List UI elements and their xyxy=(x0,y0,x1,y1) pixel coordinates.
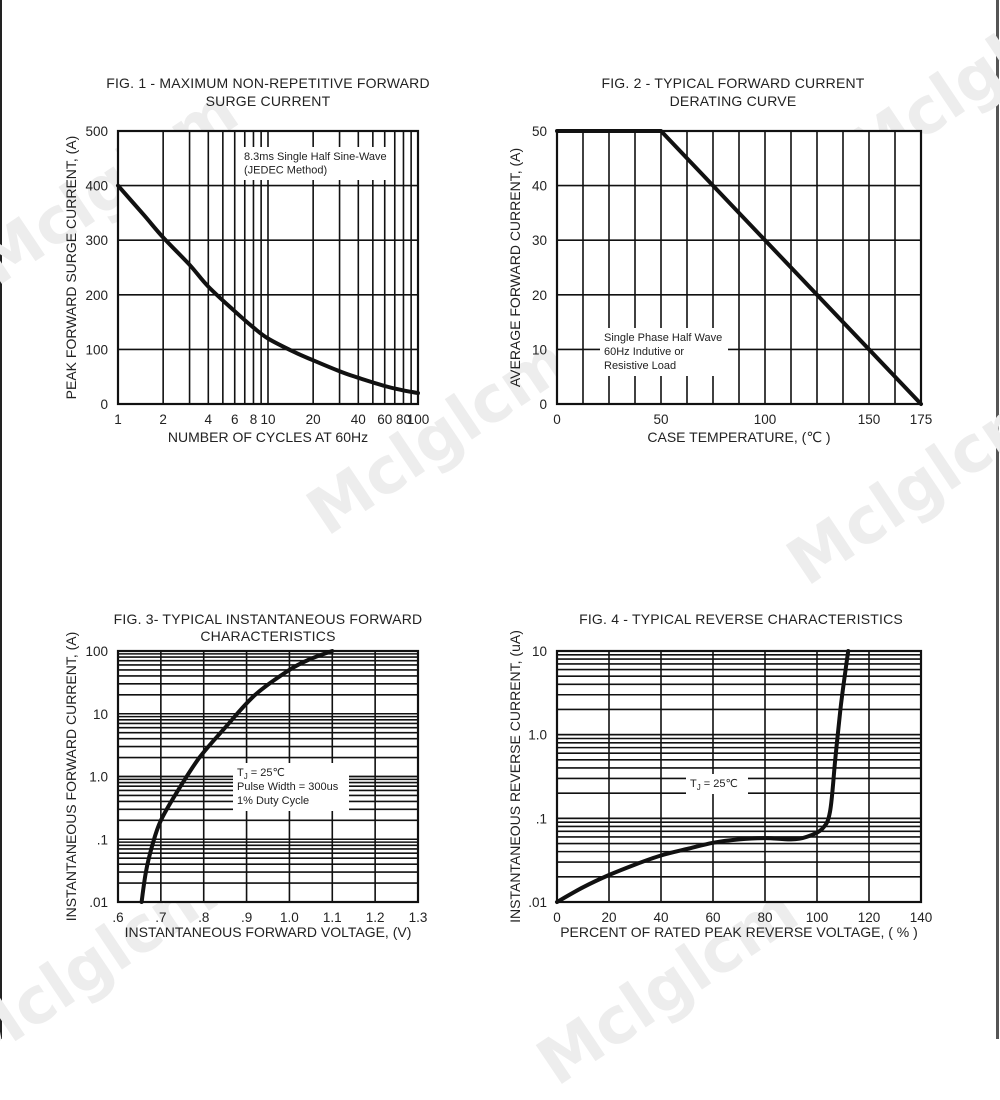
fig1-x-axis-label: NUMBER OF CYCLES AT 60Hz xyxy=(168,429,368,445)
fig3-annotation-text: TJ = 25℃ xyxy=(237,767,285,781)
fig3-title: FIG. 3- TYPICAL INSTANTANEOUS FORWARD xyxy=(114,611,423,627)
fig3-annotation-box xyxy=(233,763,349,811)
fig1-annotation-text: (JEDEC Method) xyxy=(244,165,327,177)
fig3-annotation-text: Pulse Width = 300us xyxy=(237,781,339,793)
fig1-x-tick-label: 80 xyxy=(396,412,411,427)
fig2-y-tick-label: 50 xyxy=(532,124,547,139)
fig2-annotation-box xyxy=(600,328,728,376)
fig4-annotation-text: TJ = 25℃ xyxy=(690,778,738,792)
fig4-y-axis-label: INSTANTANEOUS REVERSE CURRENT, (uA) xyxy=(507,630,523,923)
fig4-y-tick-label: 10 xyxy=(532,644,547,659)
fig4-x-tick-label: 0 xyxy=(553,910,561,925)
fig1-title: FIG. 1 - MAXIMUM NON-REPETITIVE FORWARD xyxy=(106,75,430,91)
fig1-x-tick-label: 1 xyxy=(114,412,122,427)
fig2-y-tick-label: 40 xyxy=(532,179,547,194)
fig4-title: FIG. 4 - TYPICAL REVERSE CHARACTERISTICS xyxy=(579,611,903,627)
fig4-x-tick-label: 100 xyxy=(806,910,829,925)
fig4-y-tick-label: .1 xyxy=(536,811,547,826)
right-border xyxy=(996,0,999,1039)
fig3-title: CHARACTERISTICS xyxy=(200,628,335,644)
fig4-y-tick-label: .01 xyxy=(528,895,547,910)
fig2-title: FIG. 2 - TYPICAL FORWARD CURRENT xyxy=(601,75,864,91)
fig1-annotation-text: 8.3ms Single Half Sine-Wave xyxy=(244,151,387,163)
fig3-x-tick-label: 1.3 xyxy=(409,910,428,925)
fig3-series-line-0 xyxy=(139,649,335,904)
fig4-annotation-rest: = 25℃ xyxy=(701,778,738,790)
fig4-annotation-sub: J xyxy=(697,783,701,792)
fig2-y-tick-label: 0 xyxy=(539,397,547,412)
fig4-x-tick-label: 140 xyxy=(910,910,933,925)
fig2-x-tick-label: 150 xyxy=(858,412,881,427)
fig1-series-line-0 xyxy=(116,183,420,396)
fig2-y-tick-label: 30 xyxy=(532,233,547,248)
fig2-y-tick-label: 10 xyxy=(532,342,547,357)
fig1-x-tick-label: 2 xyxy=(159,412,167,427)
fig3-plot-frame xyxy=(116,649,420,904)
fig4-annotation-box xyxy=(686,774,748,794)
fig1-y-tick-label: 300 xyxy=(85,233,108,248)
fig3-x-tick-label: 1.0 xyxy=(280,910,299,925)
fig1-y-tick-label: 0 xyxy=(100,397,108,412)
fig3-x-tick-label: 1.2 xyxy=(366,910,385,925)
fig4-series-line-0 xyxy=(555,649,851,904)
fig4-x-tick-label: 40 xyxy=(653,910,668,925)
fig2-x-tick-label: 0 xyxy=(553,412,561,427)
charts-canvas: 8.3ms Single Half Sine-Wave (JEDEC Method… xyxy=(63,75,933,940)
fig3-annotation-sub: J xyxy=(244,772,248,781)
fig3-x-tick-label: .7 xyxy=(155,910,166,925)
fig4-x-tick-label: 80 xyxy=(757,910,772,925)
fig1-x-tick-label: 100 xyxy=(407,412,430,427)
fig1-title: SURGE CURRENT xyxy=(206,93,331,109)
fig4-x-axis-label: PERCENT OF RATED PEAK REVERSE VOLTAGE, (… xyxy=(560,924,918,940)
fig1-y-tick-label: 200 xyxy=(85,288,108,303)
fig1-x-tick-label: 40 xyxy=(351,412,366,427)
fig2-x-tick-label: 100 xyxy=(754,412,777,427)
fig1-x-tick-label: 6 xyxy=(231,412,239,427)
fig3-y-tick-label: 100 xyxy=(85,644,108,659)
fig2-annotation-text: Single Phase Half Wave xyxy=(604,332,722,344)
fig1-y-tick-label: 100 xyxy=(85,342,108,357)
fig4-y-tick-label: 1.0 xyxy=(528,728,547,743)
fig2-x-tick-label: 50 xyxy=(653,412,668,427)
fig2-x-tick-label: 175 xyxy=(910,412,933,427)
fig1-x-tick-label: 20 xyxy=(306,412,321,427)
fig1-y-axis-label: PEAK FORWARD SURGE CURRENT, (A) xyxy=(63,136,79,400)
fig3-y-tick-label: .01 xyxy=(89,895,108,910)
fig2-y-axis-label: AVERAGE FORWARD CURRENT, (A) xyxy=(507,148,523,387)
fig4-x-tick-label: 20 xyxy=(601,910,616,925)
fig4-x-tick-label: 60 xyxy=(705,910,720,925)
fig3-x-axis-label: INSTANTANEOUS FORWARD VOLTAGE, (V) xyxy=(125,924,412,940)
fig3-y-tick-label: 10 xyxy=(93,707,108,722)
fig1-y-tick-label: 400 xyxy=(85,179,108,194)
fig3-x-tick-label: .8 xyxy=(198,910,209,925)
fig2-series-line-0 xyxy=(555,129,923,406)
fig2-annotation-text: Resistive Load xyxy=(604,360,676,372)
fig2-annotation-text: 60Hz Indutive or xyxy=(604,346,684,358)
fig4-plot-frame xyxy=(555,649,923,904)
fig2-x-axis-label: CASE TEMPERATURE, (℃ ) xyxy=(647,429,830,445)
fig3-x-tick-label: 1.1 xyxy=(323,910,342,925)
fig2-plot-frame xyxy=(555,129,923,406)
fig1-x-tick-label: 10 xyxy=(260,412,275,427)
fig4-x-tick-label: 120 xyxy=(858,910,881,925)
fig3-annotation-text: 1% Duty Cycle xyxy=(237,795,309,807)
fig3-y-axis-label: INSTANTANEOUS FORWARD CURRENT, (A) xyxy=(63,632,79,922)
fig1-x-tick-label: 60 xyxy=(377,412,392,427)
fig3-y-tick-label: .1 xyxy=(97,832,108,847)
fig3-x-tick-label: .6 xyxy=(112,910,123,925)
fig1-x-tick-label: 4 xyxy=(205,412,213,427)
fig1-y-tick-label: 500 xyxy=(85,124,108,139)
fig2-title: DERATING CURVE xyxy=(670,93,797,109)
fig3-annotation-rest: = 25℃ xyxy=(248,767,285,779)
fig3-x-tick-label: .9 xyxy=(241,910,252,925)
fig1-plot-frame xyxy=(116,129,420,406)
left-border xyxy=(0,0,2,1039)
fig1-annotation-box xyxy=(240,147,392,180)
fig1-x-tick-label: 8 xyxy=(250,412,258,427)
fig2-y-tick-label: 20 xyxy=(532,288,547,303)
fig3-y-tick-label: 1.0 xyxy=(89,770,108,785)
